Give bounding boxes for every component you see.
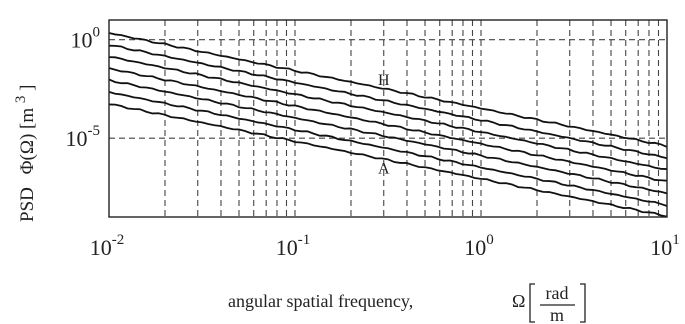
x-axis-symbol: Ω [512,291,525,311]
annotation-label-H: H [378,72,390,89]
x-unit-numerator: rad [546,283,569,303]
svg-text:PSD Φ(Ω) [m: PSD Φ(Ω) [m 3 ] [9,85,38,222]
x-unit-denominator: m [550,305,564,324]
psd-series-line-1 [108,32,668,148]
x-unit-right-bracket [580,283,586,323]
y-tick-label: 10-5 [66,123,101,151]
y-tick-exponent: 0 [93,25,101,41]
x-tick-base: 10 [650,235,672,260]
psd-series-line-3 [108,56,668,170]
psd-series-line-6 [108,90,668,207]
x-tick-labels: 10-2 10-1 100 101 [90,232,680,260]
x-unit-left-bracket [529,283,535,323]
x-tick-base: 10 [90,235,112,260]
y-tick-label: 100 [71,25,101,53]
x-axis-label: angular spatial frequency, [228,291,413,311]
x-tick-label: 10-2 [90,232,125,260]
psd-series-line-2 [108,44,668,160]
y-axis-expression: Φ(Ω) [17,134,38,175]
y-axis-title: PSD Φ(Ω) [m 3 ] [9,85,38,222]
x-tick-label: 101 [650,232,680,260]
y-axis-unit: [m [17,108,38,129]
y-axis-unit-exponent: 3 [13,96,29,104]
x-tick-exponent: -1 [298,232,311,248]
y-axis-unit-close: ] [17,85,38,91]
annotations: HA [378,72,390,178]
psd-series-line-7 [108,103,668,218]
x-tick-base: 10 [464,235,486,260]
plot-frame [108,19,668,218]
y-tick-base: 10 [66,126,88,151]
x-tick-label: 10-1 [276,232,311,260]
x-tick-base: 10 [276,235,298,260]
x-axis-title: angular spatial frequency, Ω rad m [228,283,586,324]
y-axis-prefix: PSD [17,187,38,222]
psd-series-line-4 [108,67,668,182]
x-tick-exponent: -2 [112,232,125,248]
series-lines [108,32,668,218]
x-tick-label: 100 [464,232,494,260]
psd-series-line-5 [108,78,668,195]
x-tick-exponent: 0 [486,232,494,248]
annotation-label-A: A [378,161,390,178]
y-tick-base: 10 [71,28,93,53]
y-tick-exponent: -5 [88,123,101,139]
x-tick-exponent: 1 [672,232,680,248]
